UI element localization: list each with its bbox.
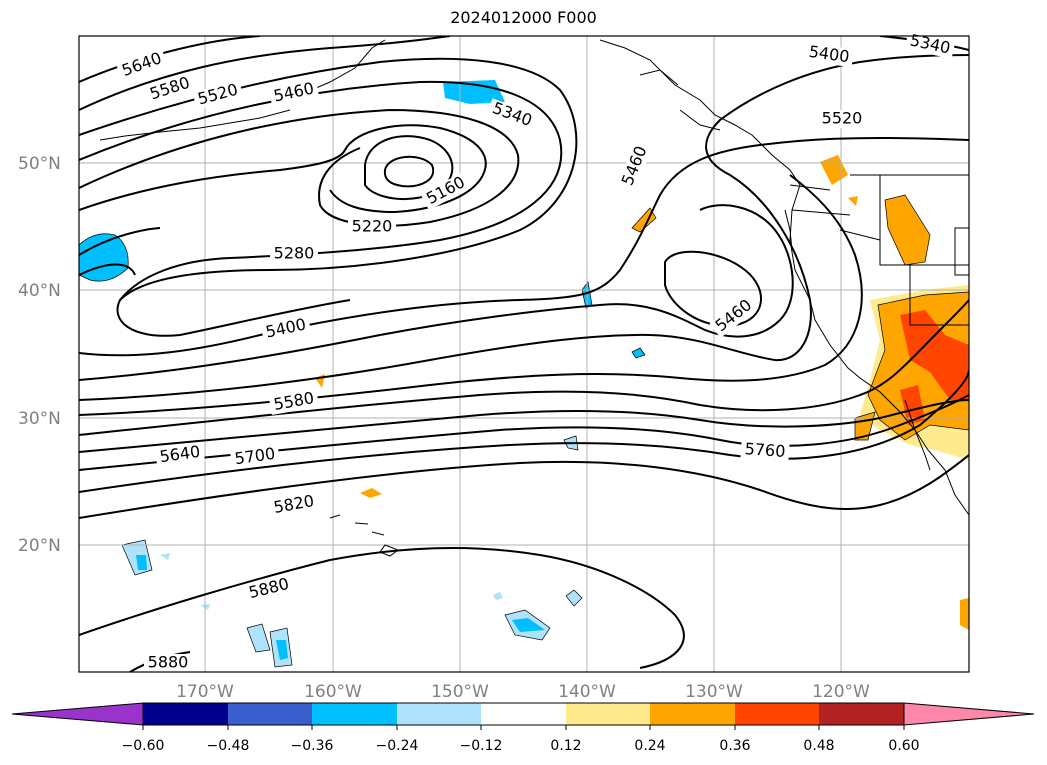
- colorbar-tick: −0.12: [460, 738, 503, 754]
- longitude-labels: 170°W 160°W 150°W 140°W 130°W 120°W: [176, 682, 870, 702]
- contour-label: 5580: [272, 388, 315, 414]
- colorbar-segment: [650, 703, 735, 725]
- colorbar-tick: 0.24: [634, 738, 665, 754]
- map-title: 2024012000 F000: [450, 8, 597, 27]
- colorbar-segment: [312, 703, 397, 725]
- contour-label: 5340: [490, 98, 535, 130]
- height-contours: [79, 36, 969, 672]
- negative-area: [631, 347, 646, 359]
- positive-area: [960, 598, 969, 630]
- colorbar-tick: 0.48: [803, 738, 834, 754]
- lon-label: 120°W: [812, 682, 870, 702]
- lon-label: 150°W: [431, 682, 489, 702]
- contour-label: 5220: [352, 217, 393, 236]
- lat-label: 30°N: [18, 409, 61, 429]
- colorbar-tick: 0.12: [550, 738, 581, 754]
- colorbar-tick: −0.60: [122, 738, 165, 754]
- colorbar: −0.60 −0.48 −0.36 −0.24 −0.12 0.12 0.24 …: [11, 702, 1035, 754]
- negative-area: [512, 618, 545, 632]
- positive-area: [360, 488, 382, 498]
- contour-label: 5460: [618, 143, 651, 188]
- lat-label: 40°N: [18, 281, 61, 301]
- contour-label: 5580: [147, 73, 192, 104]
- colorbar-segment: [481, 703, 566, 725]
- positive-area: [848, 196, 858, 206]
- negative-area: [565, 589, 583, 607]
- positive-area: [900, 385, 925, 425]
- negative-area: [443, 80, 505, 104]
- contour-label: 5460: [272, 78, 316, 105]
- colorbar-segment: [735, 703, 819, 725]
- lon-label: 130°W: [685, 682, 743, 702]
- negative-area: [79, 233, 129, 282]
- contour-labels: 5640 5580 5520 5460 5340 5160 5220 5280 …: [116, 30, 956, 672]
- contour-label: 5400: [808, 42, 851, 66]
- lat-label: 50°N: [18, 154, 61, 174]
- negative-area: [276, 640, 288, 660]
- contour-label: 5880: [148, 653, 189, 672]
- negative-area: [160, 553, 170, 560]
- contour-label: 5640: [119, 48, 164, 80]
- contour-label: 5820: [272, 491, 315, 517]
- colorbar-segment: [566, 703, 650, 725]
- colorbar-tick: −0.24: [376, 738, 419, 754]
- plot-frame: [78, 35, 970, 673]
- contour-label: 5400: [264, 314, 308, 341]
- colorbar-tick: 0.60: [888, 738, 919, 754]
- colorbar-tick: 0.36: [719, 738, 750, 754]
- colorbar-segment: [143, 703, 228, 725]
- contour-label: 5760: [744, 439, 786, 461]
- colorbar-extend-max: [903, 702, 1035, 726]
- positive-area: [884, 194, 931, 266]
- negative-area: [136, 555, 147, 570]
- colorbar-segment: [819, 703, 904, 725]
- positive-area: [820, 155, 848, 185]
- contour-label: 5520: [822, 109, 863, 128]
- lon-label: 140°W: [558, 682, 616, 702]
- contour-label: 5340: [908, 30, 952, 57]
- contour-label: 5700: [233, 444, 276, 468]
- lon-label: 160°W: [304, 682, 362, 702]
- lat-label: 20°N: [18, 536, 61, 556]
- positive-area: [315, 374, 325, 388]
- colorbar-tick: −0.36: [291, 738, 334, 754]
- colorbar-segment: [397, 703, 481, 725]
- positive-area: [900, 310, 969, 400]
- colorbar-segment: [228, 703, 312, 725]
- shaded-fields: [79, 80, 969, 668]
- latitude-labels: 50°N 40°N 30°N 20°N: [18, 154, 61, 556]
- colorbar-tick: −0.48: [207, 738, 250, 754]
- contour-label: 5640: [158, 442, 201, 466]
- lon-label: 170°W: [176, 682, 234, 702]
- colorbar-extend-min: [11, 702, 144, 726]
- negative-area: [493, 592, 503, 600]
- gridlines: [79, 36, 969, 672]
- contour-label: 5280: [274, 244, 315, 263]
- negative-area: [246, 623, 271, 653]
